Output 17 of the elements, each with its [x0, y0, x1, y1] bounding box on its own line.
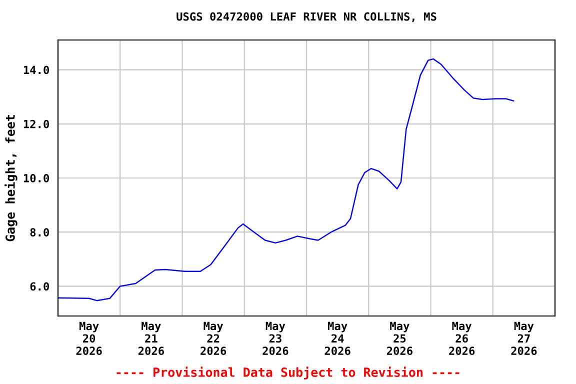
y-tick-label: 8.0 [30, 228, 49, 236]
x-tick-label: May 27 2026 [511, 322, 537, 356]
x-tick-label: May 25 2026 [386, 322, 412, 356]
y-axis-title: Gage height, feet [4, 115, 18, 242]
x-tick-label: May 22 2026 [200, 322, 226, 356]
x-tick-label: May 21 2026 [138, 322, 164, 356]
chart-title: USGS 02472000 LEAF RIVER NR COLLINS, MS [176, 12, 436, 22]
y-tick-label: 14.0 [24, 66, 49, 74]
x-tick-label: May 20 2026 [76, 322, 102, 356]
text: ---- Provisional Data Subject to Revision ---- [116, 366, 460, 380]
y-tick-label: 6.0 [30, 282, 49, 291]
x-tick-label: May 23 2026 [262, 322, 288, 356]
x-tick-label: May 26 2026 [449, 322, 475, 356]
x-tick-label: May 24 2026 [324, 322, 350, 356]
y-tick-label: 12.0 [24, 120, 49, 128]
y-tick-label: 10.0 [24, 174, 49, 182]
line-series [58, 58, 514, 302]
